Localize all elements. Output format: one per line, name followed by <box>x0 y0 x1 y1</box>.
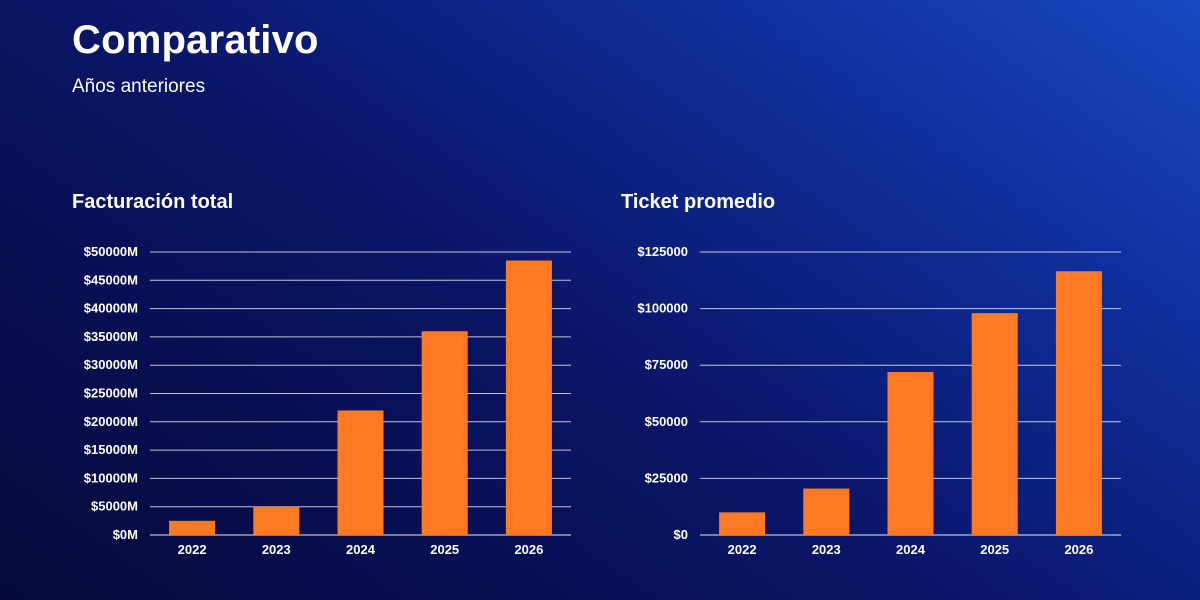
bar-2024 <box>887 371 934 535</box>
x-tick-label: 2024 <box>896 542 926 557</box>
y-tick-label: $10000M <box>84 470 138 485</box>
chart-title-facturacion: Facturación total <box>72 191 234 213</box>
x-tick-label: 2022 <box>728 542 757 557</box>
y-tick-label: $50000M <box>84 244 138 259</box>
x-tick-label: 2025 <box>980 542 1009 557</box>
x-tick-label: 2026 <box>1064 542 1093 557</box>
y-tick-label: $45000M <box>84 272 138 287</box>
y-tick-label: $40000M <box>84 301 138 316</box>
bar-2023 <box>803 488 850 535</box>
bar-2023 <box>253 506 300 535</box>
y-tick-label: $15000M <box>84 442 138 457</box>
y-tick-label: $30000M <box>84 357 138 372</box>
bar-2024 <box>337 410 384 535</box>
y-tick-label: $0M <box>113 527 138 542</box>
y-tick-label: $75000 <box>645 357 688 372</box>
bar-2025 <box>971 313 1018 535</box>
page-subtitle: Años anteriores <box>72 76 206 97</box>
bar-2025 <box>421 331 468 535</box>
y-tick-label: $50000 <box>645 414 688 429</box>
y-tick-label: $25000 <box>645 470 688 485</box>
y-tick-label: $125000 <box>637 244 688 259</box>
x-tick-label: 2023 <box>262 542 291 557</box>
x-tick-label: 2024 <box>346 542 376 557</box>
chart-facturacion-total: $0M $5000M $10000M $15000M $20000M $25000M $30… <box>84 244 552 557</box>
bar-2022 <box>169 520 216 535</box>
x-tick-label: 2023 <box>812 542 841 557</box>
x-tick-label: 2022 <box>178 542 207 557</box>
bar-2026 <box>505 260 552 535</box>
y-tick-label: $35000M <box>84 329 138 344</box>
chart-title-ticket: Ticket promedio <box>621 191 776 213</box>
y-tick-label: $100000 <box>637 301 688 316</box>
bar-2026 <box>1055 271 1102 535</box>
chart-ticket-promedio: $0 $25000 $50000 $75000 $100000 $125000 2022 20… <box>637 244 1121 557</box>
bar-2022 <box>719 512 766 535</box>
y-tick-label: $0 <box>674 527 688 542</box>
x-tick-label: 2025 <box>430 542 459 557</box>
y-tick-label: $5000M <box>91 499 138 514</box>
x-tick-label: 2026 <box>514 542 543 557</box>
y-tick-label: $20000M <box>84 414 138 429</box>
y-tick-label: $25000M <box>84 386 138 401</box>
page-title: Comparativo <box>72 18 319 62</box>
